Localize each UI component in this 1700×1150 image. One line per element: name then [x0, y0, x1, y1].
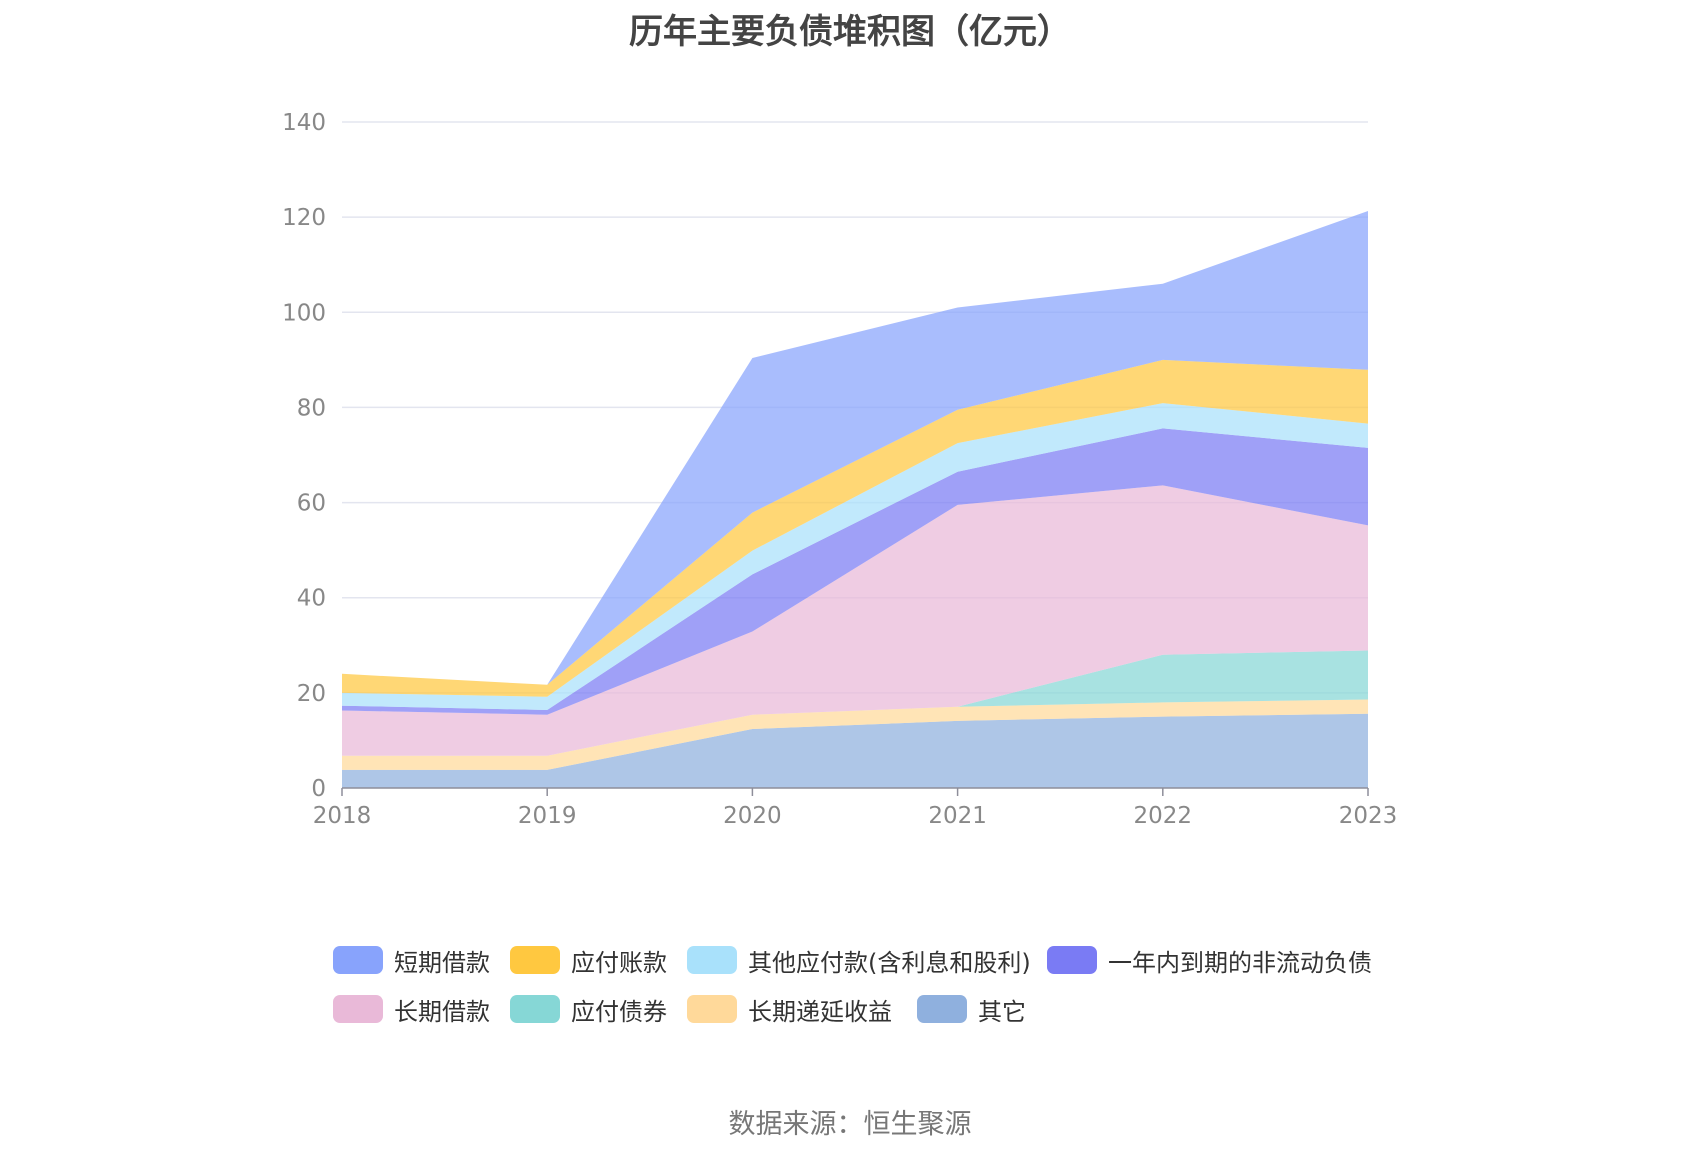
legend-item-short-term-loans[interactable]: 短期借款 — [333, 945, 490, 977]
x-tick-label-2023: 2023 — [1339, 803, 1398, 829]
area-series-4 — [342, 428, 1368, 715]
legend-label: 长期借款 — [394, 997, 490, 1026]
legend-label: 其它 — [978, 997, 1026, 1026]
x-tick-label-2020: 2020 — [723, 803, 782, 829]
legend-label: 应付账款 — [571, 948, 667, 977]
legend-item-bonds-payable[interactable]: 应付债券 — [510, 994, 667, 1026]
area-series-0 — [342, 713, 1368, 788]
legend-label: 长期递延收益 — [748, 997, 892, 1026]
x-tick-label-2021: 2021 — [928, 803, 987, 829]
y-tick-label-60: 60 — [297, 491, 326, 517]
x-tick-label-2022: 2022 — [1134, 803, 1193, 829]
legend-item-current-portion-noncurrent[interactable]: 一年内到期的非流动负债 — [1047, 945, 1372, 977]
legend-swatch — [917, 995, 967, 1023]
legend-label: 一年内到期的非流动负债 — [1108, 948, 1372, 977]
y-tick-label-140: 140 — [282, 110, 326, 136]
y-tick-label-100: 100 — [282, 300, 326, 326]
legend-swatch — [333, 995, 383, 1023]
legend-item-others[interactable]: 其它 — [917, 994, 1026, 1026]
y-tick-label-80: 80 — [297, 395, 326, 421]
legend-item-accounts-payable[interactable]: 应付账款 — [510, 945, 667, 977]
legend-item-deferred-income[interactable]: 长期递延收益 — [687, 994, 892, 1026]
legend-swatch — [687, 995, 737, 1023]
legend-label: 短期借款 — [394, 948, 490, 977]
legend-item-long-term-loans[interactable]: 长期借款 — [333, 994, 490, 1026]
area-series-3 — [342, 485, 1368, 756]
x-tick-label-2018: 2018 — [313, 803, 372, 829]
y-tick-label-120: 120 — [282, 205, 326, 231]
data-source: 数据来源：恒生聚源 — [728, 1109, 972, 1140]
area-series-6 — [342, 359, 1368, 697]
area-series-5 — [342, 403, 1368, 710]
legend-label: 其他应付款(含利息和股利) — [748, 948, 1031, 977]
y-tick-label-20: 20 — [297, 681, 326, 707]
chart-title: 历年主要负债堆积图（亿元） — [629, 12, 1071, 52]
legend-swatch — [1047, 946, 1097, 974]
legend-swatch — [510, 995, 560, 1023]
axes: 0 20 40 60 80 100 120 140 2018 2019 2020 2021 2022 20… — [282, 110, 1397, 829]
legend-swatch — [510, 946, 560, 974]
x-tick-label-2019: 2019 — [518, 803, 577, 829]
legend-swatch — [687, 946, 737, 974]
area-series — [342, 211, 1368, 788]
area-series-7 — [342, 211, 1368, 685]
legend-label: 应付债券 — [571, 997, 667, 1026]
legend-swatch — [333, 946, 383, 974]
area-series-2 — [342, 650, 1368, 756]
legend-item-other-payables[interactable]: 其他应付款(含利息和股利) — [687, 945, 1031, 977]
y-tick-label-40: 40 — [297, 586, 326, 612]
y-tick-label-0: 0 — [311, 776, 326, 802]
area-series-1 — [342, 699, 1368, 770]
